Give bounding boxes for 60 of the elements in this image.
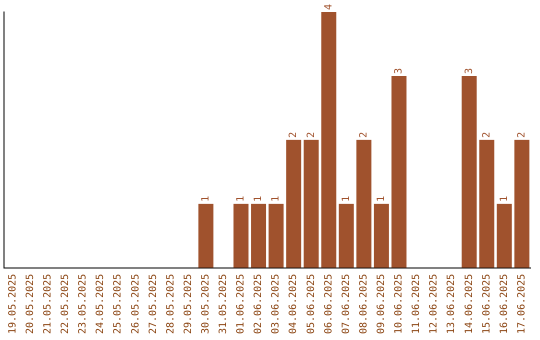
x-tick-label: 22.05.2025: [60, 274, 72, 334]
bar: [321, 12, 336, 268]
x-tick-label: 08.06.2025: [358, 274, 370, 334]
x-tick-label: 17.06.2025: [516, 274, 528, 334]
x-tick-label: 10.06.2025: [394, 274, 405, 334]
x-tick-label: 09.06.2025: [376, 274, 388, 334]
x-tick-label: 01.06.2025: [236, 274, 247, 334]
data-label: 1: [236, 196, 247, 202]
data-label: 4: [323, 4, 334, 10]
x-tick-label: 16.06.2025: [498, 274, 510, 334]
bar: [514, 140, 530, 268]
x-tick-label: 31.05.2025: [218, 274, 230, 334]
data-label: 2: [516, 132, 528, 138]
x-tick-label: 30.05.2025: [200, 274, 212, 334]
x-tick-label: 19.05.2025: [7, 274, 18, 334]
x-tick-label: 29.05.2025: [182, 274, 194, 334]
x-tick-label: 15.06.2025: [481, 274, 492, 334]
x-tick-label: 26.05.2025: [130, 274, 142, 334]
data-label: 1: [498, 196, 510, 202]
data-label: 2: [358, 132, 370, 138]
data-label: 1: [270, 196, 282, 202]
x-tick-label: 23.05.2025: [78, 274, 89, 334]
x-tick-label: 12.06.2025: [428, 274, 440, 334]
bar: [356, 140, 372, 268]
data-label: 3: [394, 68, 405, 74]
bar: [233, 204, 248, 268]
x-tick-label: 03.06.2025: [270, 274, 282, 334]
data-label: 2: [288, 132, 300, 138]
bar: [479, 140, 494, 268]
x-tick-label: 05.06.2025: [306, 274, 317, 334]
x-tick-label: 14.06.2025: [464, 274, 475, 334]
bar: [198, 204, 214, 268]
data-label: 1: [253, 196, 264, 202]
x-tick-label: 25.05.2025: [112, 274, 124, 334]
bar: [462, 76, 477, 268]
data-label: 1: [376, 196, 388, 202]
bar: [496, 204, 512, 268]
bar: [268, 204, 284, 268]
bar: [251, 204, 266, 268]
bar: [338, 204, 354, 268]
bar: [286, 140, 302, 268]
x-tick-label: 11.06.2025: [411, 274, 422, 334]
x-tick-label: 28.05.2025: [165, 274, 176, 334]
x-tick-label: 24.05.2025: [95, 274, 106, 334]
x-tick-label: 06.06.2025: [323, 274, 334, 334]
bar: [374, 204, 389, 268]
data-label: 2: [481, 132, 492, 138]
bar: [391, 76, 406, 268]
x-tick-label: 13.06.2025: [446, 274, 458, 334]
data-label: 1: [200, 196, 212, 202]
x-tick-label: 20.05.2025: [24, 274, 36, 334]
x-tick-label: 07.06.2025: [340, 274, 352, 334]
x-tick-label: 04.06.2025: [288, 274, 300, 334]
data-label: 1: [340, 196, 352, 202]
x-tick-label: 27.05.2025: [148, 274, 159, 334]
x-tick-label: 02.06.2025: [253, 274, 264, 334]
bar: [304, 140, 319, 268]
data-label: 3: [464, 68, 475, 74]
x-tick-label: 21.05.2025: [42, 274, 54, 334]
data-label: 2: [306, 132, 317, 138]
